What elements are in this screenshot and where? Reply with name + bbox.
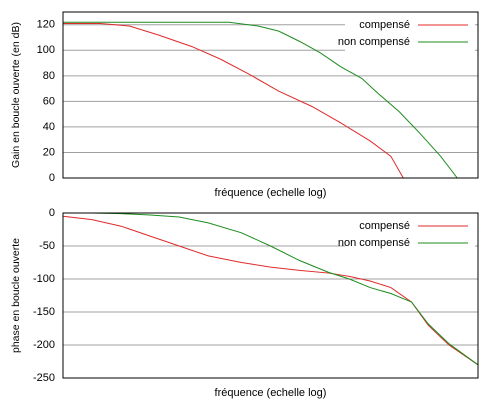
- y-tick-label: -150: [33, 306, 55, 318]
- y-tick-label: -50: [39, 240, 55, 252]
- y-tick-label: -200: [33, 339, 55, 351]
- legend-label: compensé: [359, 220, 410, 232]
- plot-frame: [62, 212, 479, 379]
- series-line: [63, 22, 404, 179]
- y-tick-label: 20: [43, 146, 55, 158]
- series-line: [63, 212, 479, 366]
- plot-frame: [62, 11, 479, 179]
- series-line: [63, 21, 458, 179]
- y-axis-label: phase en boucle ouverte: [10, 238, 22, 353]
- y-tick-label: 60: [43, 95, 55, 107]
- y-tick-label: 120: [37, 19, 55, 31]
- legend-label: non compensé: [338, 237, 410, 249]
- legend-background: [345, 216, 475, 252]
- x-axis-label: fréquence (echelle log): [215, 187, 327, 199]
- x-axis-label: fréquence (echelle log): [215, 387, 327, 399]
- y-tick-label: 40: [43, 121, 55, 133]
- y-tick-label: 80: [43, 70, 55, 82]
- y-tick-label: 0: [49, 172, 55, 184]
- legend-label: non compensé: [338, 36, 410, 48]
- legend-background: [345, 15, 475, 51]
- y-tick-label: -100: [33, 273, 55, 285]
- y-axis-label: Gain en boucle ouverte (en dB): [10, 22, 22, 168]
- y-tick-label: -250: [33, 372, 55, 384]
- y-tick-label: 0: [49, 207, 55, 219]
- legend-label: compensé: [359, 19, 410, 31]
- y-tick-label: 100: [37, 44, 55, 56]
